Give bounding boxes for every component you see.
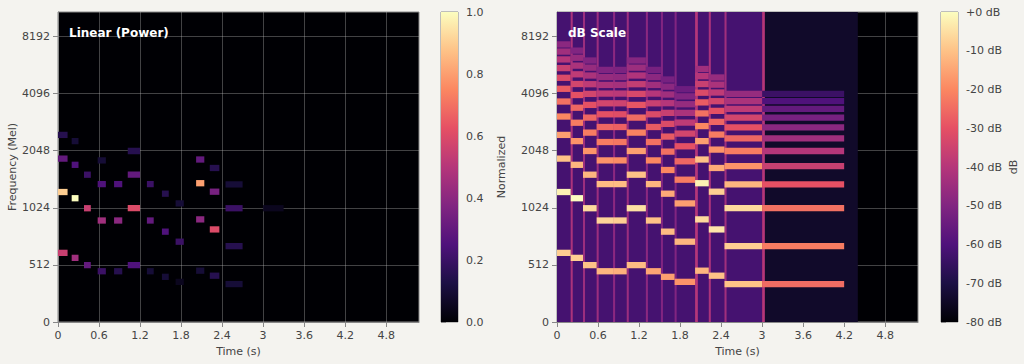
svg-text:0: 0 (43, 316, 50, 329)
svg-text:0: 0 (542, 316, 549, 329)
svg-text:0.6: 0.6 (589, 329, 607, 342)
svg-text:-40 dB: -40 dB (966, 161, 1002, 174)
svg-text:0.2: 0.2 (466, 254, 484, 267)
svg-text:512: 512 (29, 258, 50, 271)
svg-text:-60 dB: -60 dB (966, 238, 1002, 251)
svg-text:1.2: 1.2 (131, 329, 149, 342)
svg-text:0.8: 0.8 (466, 68, 484, 81)
svg-text:Normalized: Normalized (495, 136, 508, 198)
svg-text:-50 dB: -50 dB (966, 199, 1002, 212)
svg-text:1.8: 1.8 (671, 329, 689, 342)
svg-text:0.6: 0.6 (466, 130, 484, 143)
svg-text:dB: dB (1007, 160, 1020, 175)
svg-text:8192: 8192 (521, 30, 549, 43)
svg-text:4096: 4096 (521, 87, 549, 100)
svg-text:3.6: 3.6 (295, 329, 313, 342)
svg-text:2.4: 2.4 (213, 329, 231, 342)
svg-text:+0 dB: +0 dB (966, 6, 1000, 19)
svg-text:0: 0 (55, 329, 62, 342)
svg-text:Time (s): Time (s) (215, 345, 261, 358)
svg-text:1024: 1024 (22, 201, 50, 214)
svg-text:3: 3 (260, 329, 267, 342)
svg-text:1.8: 1.8 (172, 329, 190, 342)
svg-text:2048: 2048 (521, 144, 549, 157)
svg-text:4.2: 4.2 (835, 329, 853, 342)
svg-text:1.2: 1.2 (630, 329, 648, 342)
svg-text:Time (s): Time (s) (714, 345, 760, 358)
svg-text:4.2: 4.2 (336, 329, 354, 342)
svg-text:-20 dB: -20 dB (966, 83, 1002, 96)
svg-text:4096: 4096 (22, 87, 50, 100)
svg-text:-10 dB: -10 dB (966, 44, 1002, 57)
svg-text:-80 dB: -80 dB (966, 316, 1002, 329)
svg-text:Frequency (Mel): Frequency (Mel) (6, 123, 19, 211)
svg-text:-70 dB: -70 dB (966, 277, 1002, 290)
svg-text:1024: 1024 (521, 201, 549, 214)
svg-text:512: 512 (528, 258, 549, 271)
svg-text:2048: 2048 (22, 144, 50, 157)
svg-text:2.4: 2.4 (712, 329, 730, 342)
svg-text:dB Scale: dB Scale (568, 26, 626, 40)
svg-text:1.0: 1.0 (466, 6, 484, 19)
svg-text:Linear (Power): Linear (Power) (69, 26, 169, 40)
svg-text:0: 0 (554, 329, 561, 342)
svg-text:0.6: 0.6 (90, 329, 108, 342)
svg-text:3: 3 (759, 329, 766, 342)
svg-text:-30 dB: -30 dB (966, 122, 1002, 135)
svg-text:4.8: 4.8 (876, 329, 894, 342)
svg-text:0.4: 0.4 (466, 192, 484, 205)
svg-text:4.8: 4.8 (377, 329, 395, 342)
svg-text:0.0: 0.0 (466, 316, 484, 329)
svg-text:3.6: 3.6 (794, 329, 812, 342)
svg-text:8192: 8192 (22, 30, 50, 43)
